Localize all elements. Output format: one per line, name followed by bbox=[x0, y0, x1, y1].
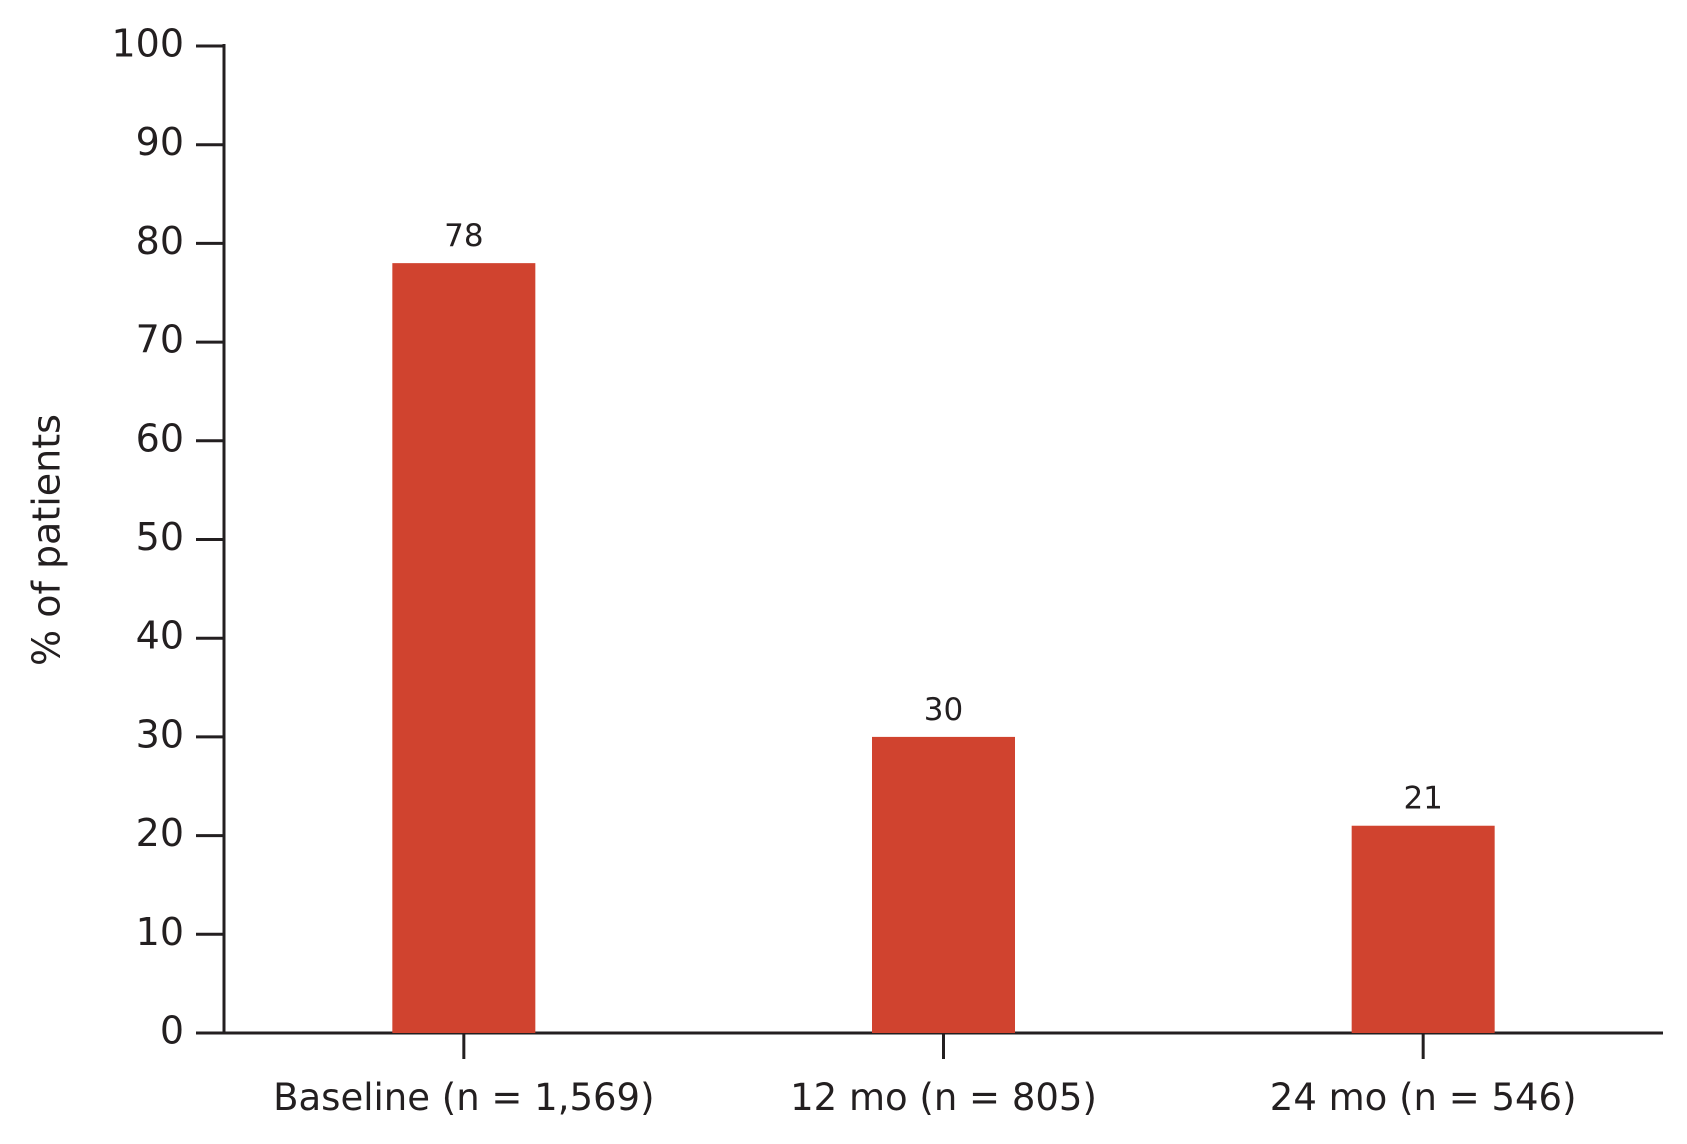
y-axis-label: % of patients bbox=[25, 414, 69, 666]
y-tick-label: 40 bbox=[136, 614, 184, 658]
y-tick-label: 0 bbox=[160, 1009, 184, 1053]
x-tick-label: 24 mo (n = 546) bbox=[1270, 1076, 1577, 1119]
y-tick-label: 30 bbox=[136, 712, 184, 756]
y-tick-label: 70 bbox=[136, 318, 184, 362]
y-tick-label: 20 bbox=[136, 811, 184, 855]
bar bbox=[1351, 825, 1495, 1033]
bar bbox=[392, 263, 536, 1033]
x-tick-label: Baseline (n = 1,569) bbox=[273, 1076, 654, 1119]
y-tick-label: 10 bbox=[136, 910, 184, 954]
bar bbox=[872, 736, 1015, 1033]
y-tick-label: 100 bbox=[111, 22, 184, 66]
y-tick-label: 50 bbox=[136, 515, 184, 559]
y-tick-label: 80 bbox=[136, 219, 184, 263]
y-tick-label: 60 bbox=[136, 416, 184, 460]
x-tick-label: 12 mo (n = 805) bbox=[790, 1076, 1097, 1119]
value-label: 21 bbox=[1403, 781, 1442, 817]
y-tick-label: 90 bbox=[136, 120, 184, 164]
value-label: 78 bbox=[444, 218, 483, 254]
value-label: 30 bbox=[924, 692, 963, 728]
